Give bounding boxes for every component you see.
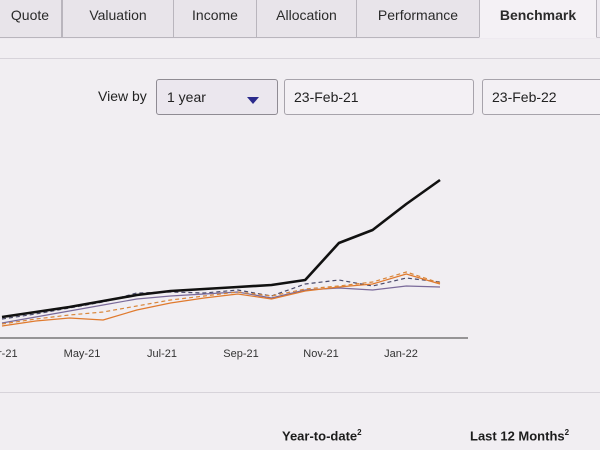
x-tick-label: Nov-21 <box>303 348 338 360</box>
ytd-label: Year-to-date <box>282 428 358 444</box>
series-line-3 <box>1 273 441 327</box>
tab-valuation[interactable]: Valuation <box>62 0 174 38</box>
tab-allocation[interactable]: Allocation <box>256 0 357 38</box>
ytd-column-header: Year-to-date2 <box>282 428 362 443</box>
series-line-0 <box>1 178 441 319</box>
tab-performance[interactable]: Performance <box>356 0 480 38</box>
start-date-field[interactable]: 23-Feb-21 <box>284 79 474 115</box>
x-tick-label: May-21 <box>64 348 101 360</box>
tab-income[interactable]: Income <box>173 0 257 38</box>
end-date-value: 23-Feb-22 <box>492 89 557 105</box>
series-line-2 <box>1 285 441 324</box>
divider <box>0 58 600 59</box>
period-select-value: 1 year <box>167 89 206 105</box>
period-select[interactable]: 1 year <box>156 79 278 115</box>
start-date-value: 23-Feb-21 <box>294 89 359 105</box>
l12m-footnote: 2 <box>564 428 570 437</box>
l12m-column-header: Last 12 Months2 <box>470 428 569 443</box>
tab-quote[interactable]: Quote <box>0 0 62 38</box>
ytd-footnote: 2 <box>357 428 362 437</box>
x-tick-label: r-21 <box>0 348 18 360</box>
series-line-1 <box>1 277 441 320</box>
x-tick-label: Sep-21 <box>223 348 258 360</box>
tab-benchmark[interactable]: Benchmark <box>479 0 597 38</box>
tab-bar: Quote Valuation Income Allocation Perfor… <box>0 0 600 38</box>
x-tick-label: Jan-22 <box>384 348 418 360</box>
end-date-field[interactable]: 23-Feb-22 <box>482 79 600 115</box>
series-line-4 <box>1 271 441 325</box>
chevron-down-icon <box>247 97 259 104</box>
divider <box>0 392 600 393</box>
x-tick-label: Jul-21 <box>147 348 177 360</box>
benchmark-chart: r-21 May-21 Jul-21 Sep-21 Nov-21 Jan-22 <box>0 178 468 360</box>
view-by-label: View by <box>98 88 147 104</box>
l12m-label: Last 12 Months <box>470 428 565 444</box>
